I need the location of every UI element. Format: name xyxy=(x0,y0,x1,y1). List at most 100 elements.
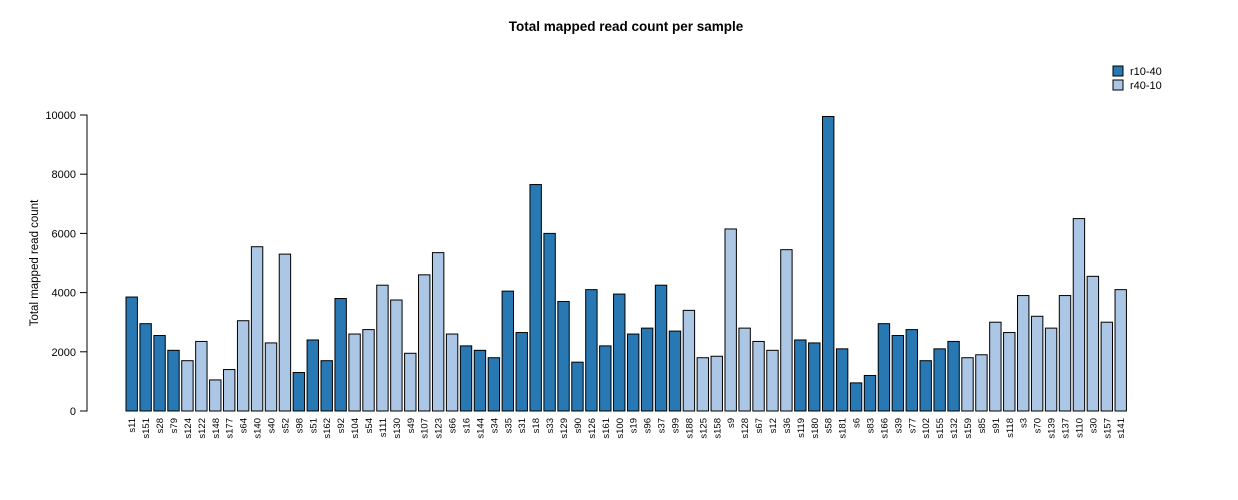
bar-s64 xyxy=(236,320,250,412)
bar-s39 xyxy=(891,335,905,412)
bar-s6 xyxy=(849,382,863,412)
x-label-s40: s40 xyxy=(267,418,278,433)
bar-s177 xyxy=(223,369,236,412)
x-label-s161: s161 xyxy=(601,418,612,439)
x-label-s19: s19 xyxy=(629,418,640,433)
bar-s51 xyxy=(306,339,319,412)
x-label-s158: s158 xyxy=(712,418,723,439)
chart-title: Total mapped read count per sample xyxy=(509,19,744,34)
x-label-s148: s148 xyxy=(211,418,222,439)
bar-s12 xyxy=(766,349,779,412)
bar-s30 xyxy=(1086,275,1100,412)
x-label-s181: s181 xyxy=(838,418,849,439)
x-label-s98: s98 xyxy=(294,418,305,433)
bar-s91 xyxy=(989,321,1002,412)
bar-s36 xyxy=(780,249,793,412)
x-label-s123: s123 xyxy=(434,418,445,439)
bar-s124 xyxy=(181,360,194,412)
x-label-s79: s79 xyxy=(169,418,180,433)
bar-s118 xyxy=(1003,332,1016,412)
legend-swatch-r40-10 xyxy=(1112,79,1124,91)
x-label-s66: s66 xyxy=(448,418,459,433)
x-label-s58: s58 xyxy=(824,418,835,433)
bar-s18 xyxy=(529,184,542,412)
bar-s96 xyxy=(640,327,654,412)
x-label-s180: s180 xyxy=(810,418,821,439)
y-tick-label: 10000 xyxy=(45,110,76,122)
bar-s28 xyxy=(153,335,166,412)
legend-label-r10-40: r10-40 xyxy=(1130,66,1162,78)
x-label-s110: s110 xyxy=(1074,418,1085,438)
x-label-s92: s92 xyxy=(336,418,347,433)
bar-s40 xyxy=(264,342,278,412)
x-label-s77: s77 xyxy=(907,418,918,433)
bar-s157 xyxy=(1100,321,1113,412)
bar-s85 xyxy=(975,354,988,412)
x-label-s118: s118 xyxy=(1005,418,1016,438)
x-label-s111: s111 xyxy=(378,418,389,437)
x-label-s119: s119 xyxy=(796,418,807,438)
bar-s137 xyxy=(1058,295,1072,412)
x-label-s49: s49 xyxy=(406,418,417,433)
x-label-s140: s140 xyxy=(253,418,264,439)
bar-s58 xyxy=(822,115,835,412)
x-label-s139: s139 xyxy=(1047,418,1058,439)
x-label-s12: s12 xyxy=(768,418,779,433)
x-label-s166: s166 xyxy=(879,418,890,439)
x-label-s126: s126 xyxy=(587,418,598,439)
bar-s16 xyxy=(459,345,473,412)
x-label-s18: s18 xyxy=(531,418,542,433)
bar-s107 xyxy=(418,274,431,412)
x-label-s124: s124 xyxy=(183,418,194,439)
x-label-s188: s188 xyxy=(684,418,695,439)
bar-s3 xyxy=(1017,295,1030,412)
x-label-s83: s83 xyxy=(865,418,876,433)
x-label-s129: s129 xyxy=(559,418,570,439)
y-tick-label: 4000 xyxy=(52,288,76,300)
bar-s54 xyxy=(362,329,375,412)
x-label-s30: s30 xyxy=(1088,418,1099,433)
bar-s162 xyxy=(320,360,333,412)
bar-s158 xyxy=(710,355,723,412)
y-tick-label: 8000 xyxy=(52,169,76,181)
bar-s11 xyxy=(125,296,138,412)
bar-s100 xyxy=(613,293,626,412)
bar-s129 xyxy=(557,300,570,412)
x-label-s3: s3 xyxy=(1019,418,1030,428)
x-label-s122: s122 xyxy=(197,418,208,439)
y-tick-label: 2000 xyxy=(52,347,76,359)
x-label-s104: s104 xyxy=(350,418,361,439)
bar-s132 xyxy=(947,340,960,412)
y-axis-label: Total mapped read count xyxy=(29,199,41,326)
bar-s79 xyxy=(167,349,180,412)
x-label-s31: s31 xyxy=(517,418,528,433)
bar-s155 xyxy=(933,348,946,412)
bar-s90 xyxy=(571,361,584,412)
bar-s98 xyxy=(292,372,306,412)
x-label-s67: s67 xyxy=(754,418,765,433)
x-label-s90: s90 xyxy=(573,418,584,433)
x-label-s102: s102 xyxy=(921,418,932,439)
bar-s9 xyxy=(724,228,737,412)
bar-s151 xyxy=(139,323,152,412)
bar-s102 xyxy=(919,360,932,412)
x-label-s35: s35 xyxy=(503,418,514,433)
x-label-s9: s9 xyxy=(726,418,737,428)
bar-s181 xyxy=(835,348,849,412)
bar-s19 xyxy=(626,333,640,412)
x-label-s64: s64 xyxy=(239,418,250,433)
bar-s104 xyxy=(348,333,361,412)
bar-s33 xyxy=(543,232,556,412)
x-label-s70: s70 xyxy=(1033,418,1044,433)
x-label-s11: s11 xyxy=(127,418,138,433)
legend-label-r40-10: r40-10 xyxy=(1130,80,1162,92)
bar-s180 xyxy=(808,342,821,412)
bar-s144 xyxy=(473,349,487,412)
bar-s128 xyxy=(738,327,751,412)
bar-s188 xyxy=(682,309,696,412)
x-label-s36: s36 xyxy=(782,418,793,433)
bar-s99 xyxy=(668,330,682,412)
x-label-s157: s157 xyxy=(1102,418,1113,439)
x-label-s6: s6 xyxy=(852,418,863,428)
